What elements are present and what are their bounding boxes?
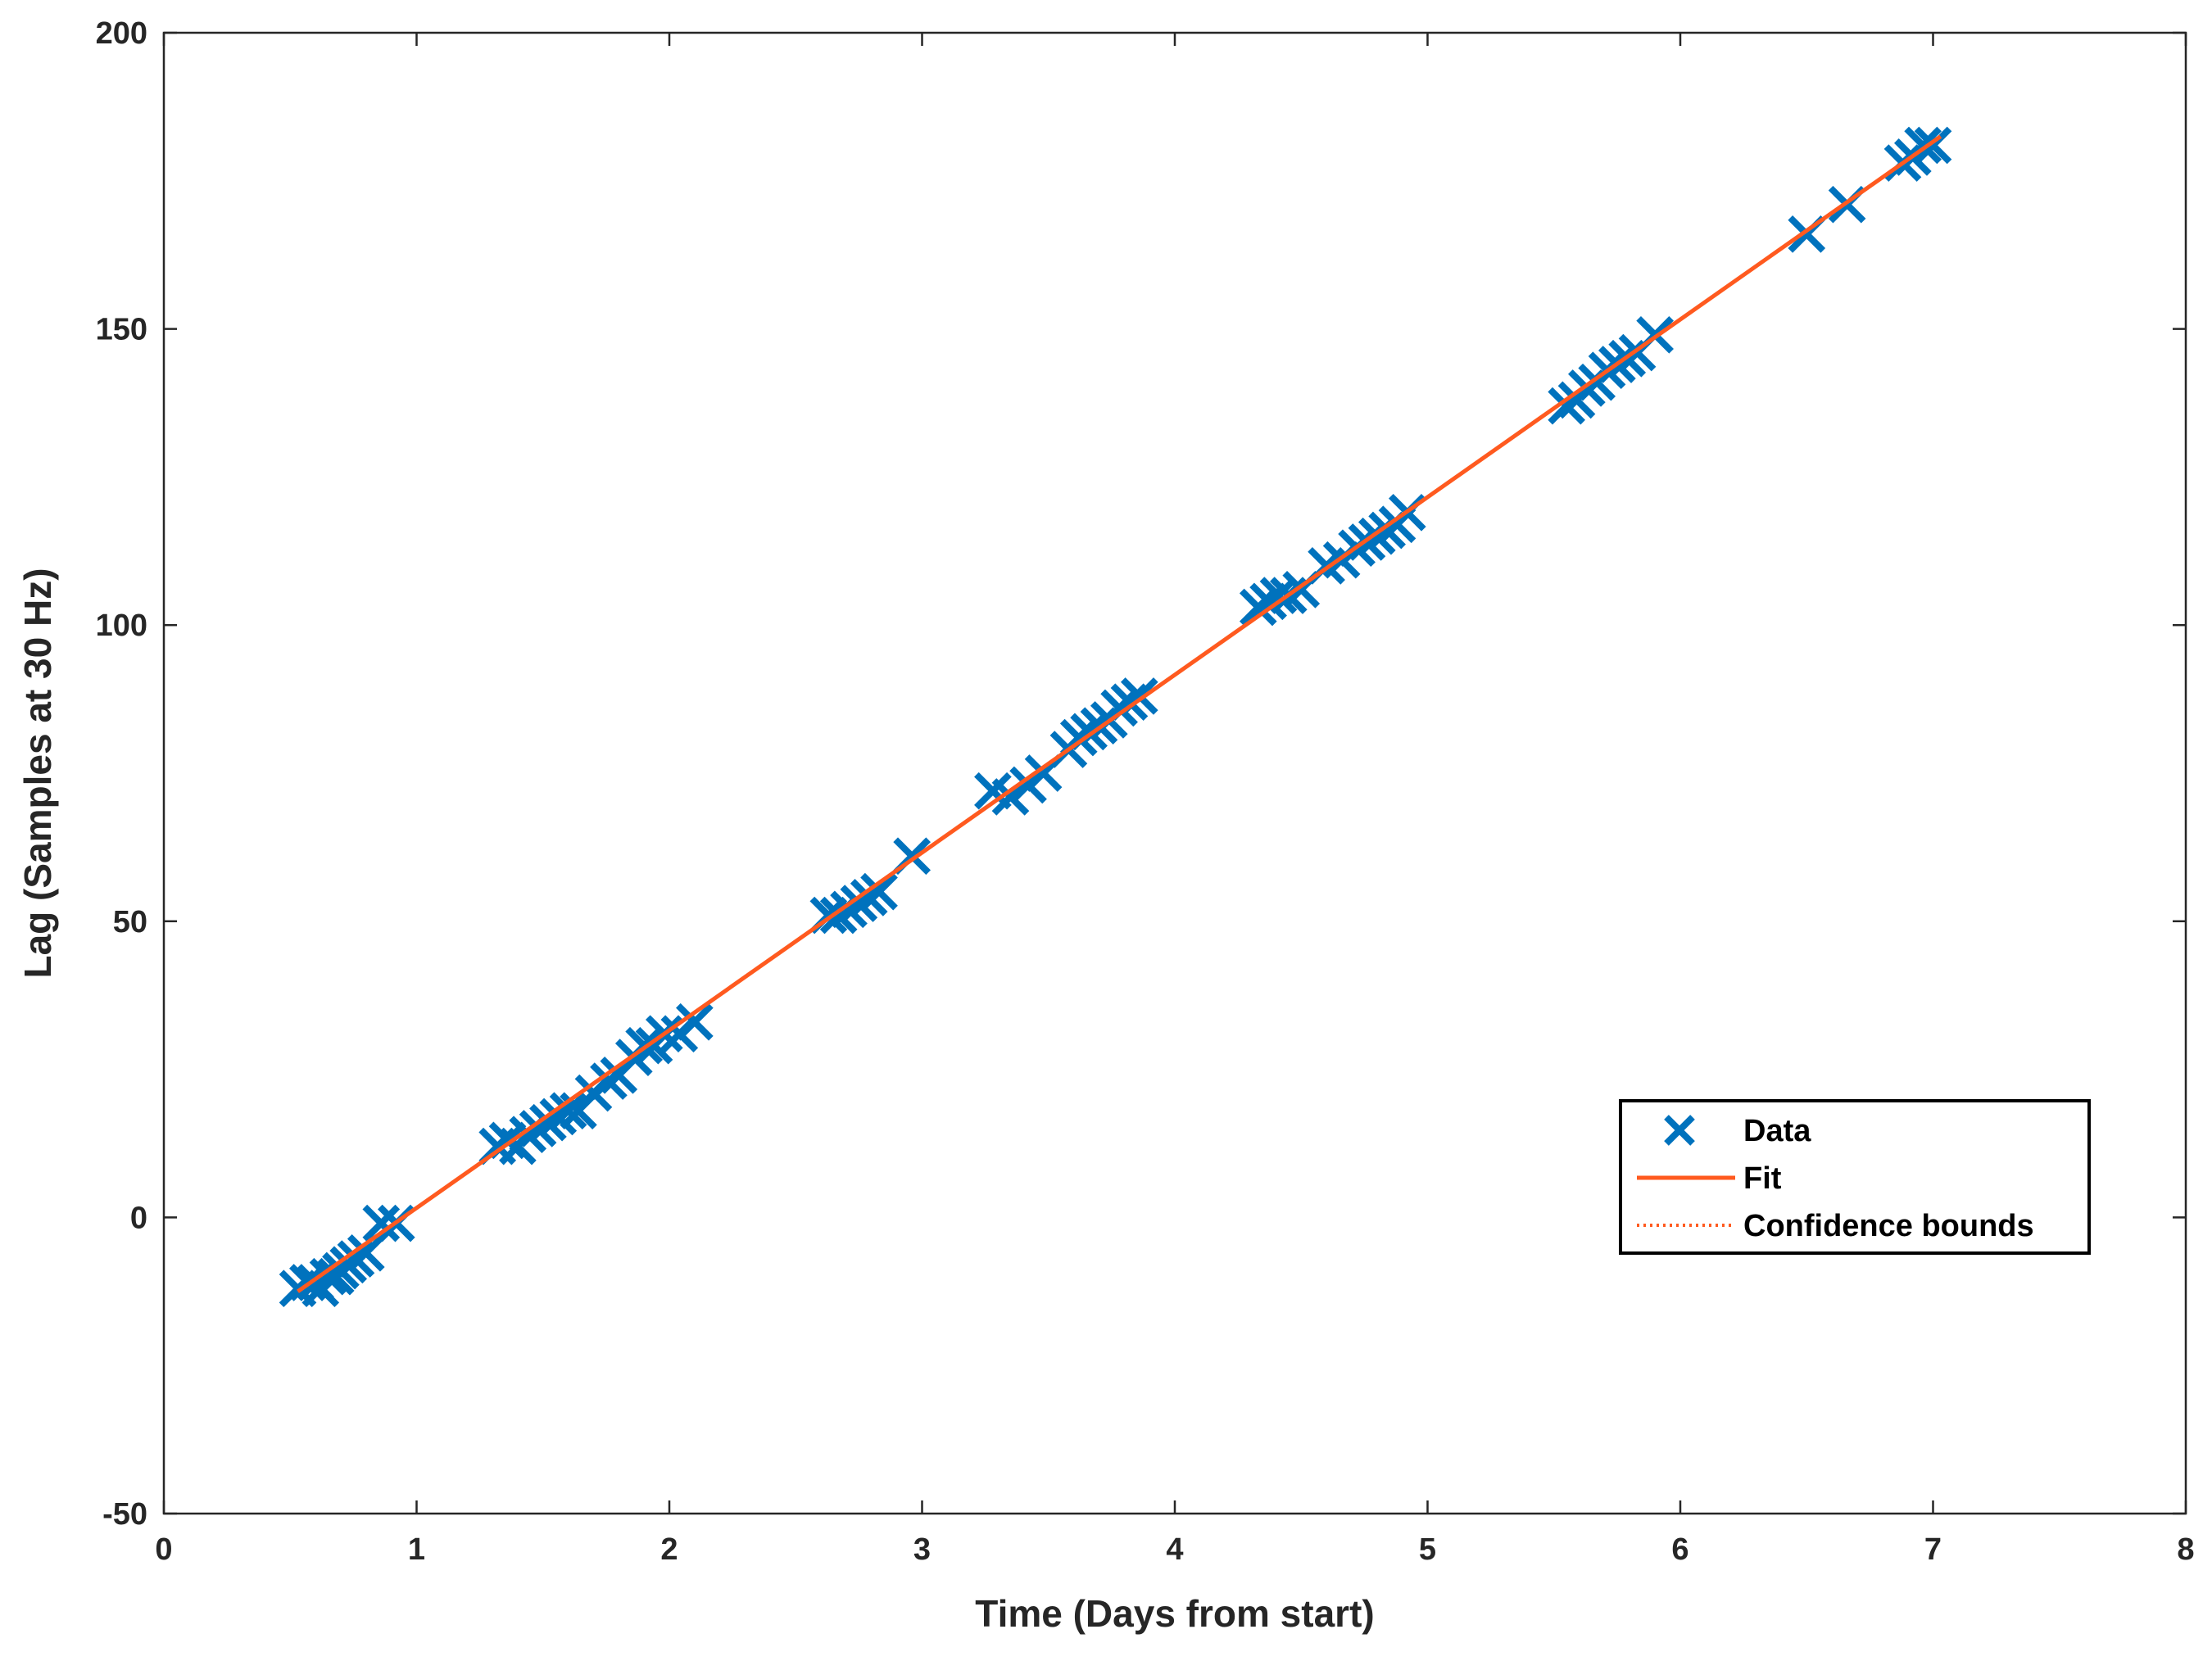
legend-entry-confidence-bounds: Confidence bounds bbox=[1743, 1209, 2034, 1243]
data-point bbox=[362, 1204, 401, 1242]
legend-entry-fit: Fit bbox=[1743, 1161, 1782, 1196]
y-tick-label: 200 bbox=[96, 16, 147, 51]
data-point bbox=[991, 778, 1030, 816]
y-axis-label: Lag (Samples at 30 Hz) bbox=[16, 568, 59, 978]
x-tick-label: 7 bbox=[1924, 1532, 1942, 1567]
x-tick-label: 5 bbox=[1419, 1532, 1436, 1567]
data-point bbox=[1914, 126, 1952, 165]
y-tick-label: 0 bbox=[130, 1201, 147, 1235]
data-point bbox=[347, 1233, 385, 1272]
y-tick-label: 50 bbox=[113, 905, 147, 939]
x-tick-label: 2 bbox=[660, 1532, 678, 1567]
y-tick-label: -50 bbox=[102, 1497, 147, 1532]
y-tick-label: 100 bbox=[96, 609, 147, 643]
x-axis-label: Time (Days from start) bbox=[975, 1592, 1374, 1635]
y-tick-label: 150 bbox=[96, 313, 147, 347]
fit-line bbox=[297, 134, 1942, 1293]
x-tick-label: 1 bbox=[408, 1532, 425, 1567]
legend-entry-data: Data bbox=[1743, 1114, 1811, 1148]
axes-box bbox=[162, 31, 2187, 1515]
legend: Data Fit Confidence bounds bbox=[1619, 1099, 2091, 1255]
x-tick-label: 8 bbox=[2177, 1532, 2194, 1567]
legend-data-marker bbox=[1664, 1115, 1695, 1146]
data-point bbox=[549, 1092, 587, 1130]
data-point bbox=[860, 872, 898, 911]
x-tick-label: 4 bbox=[1166, 1532, 1183, 1567]
data-point bbox=[1259, 577, 1298, 614]
x-tick-label: 0 bbox=[155, 1532, 172, 1567]
data-point bbox=[676, 1002, 714, 1041]
plot-area bbox=[279, 126, 1952, 1308]
x-tick-label: 3 bbox=[913, 1532, 931, 1567]
x-tick-label: 6 bbox=[1671, 1532, 1688, 1567]
